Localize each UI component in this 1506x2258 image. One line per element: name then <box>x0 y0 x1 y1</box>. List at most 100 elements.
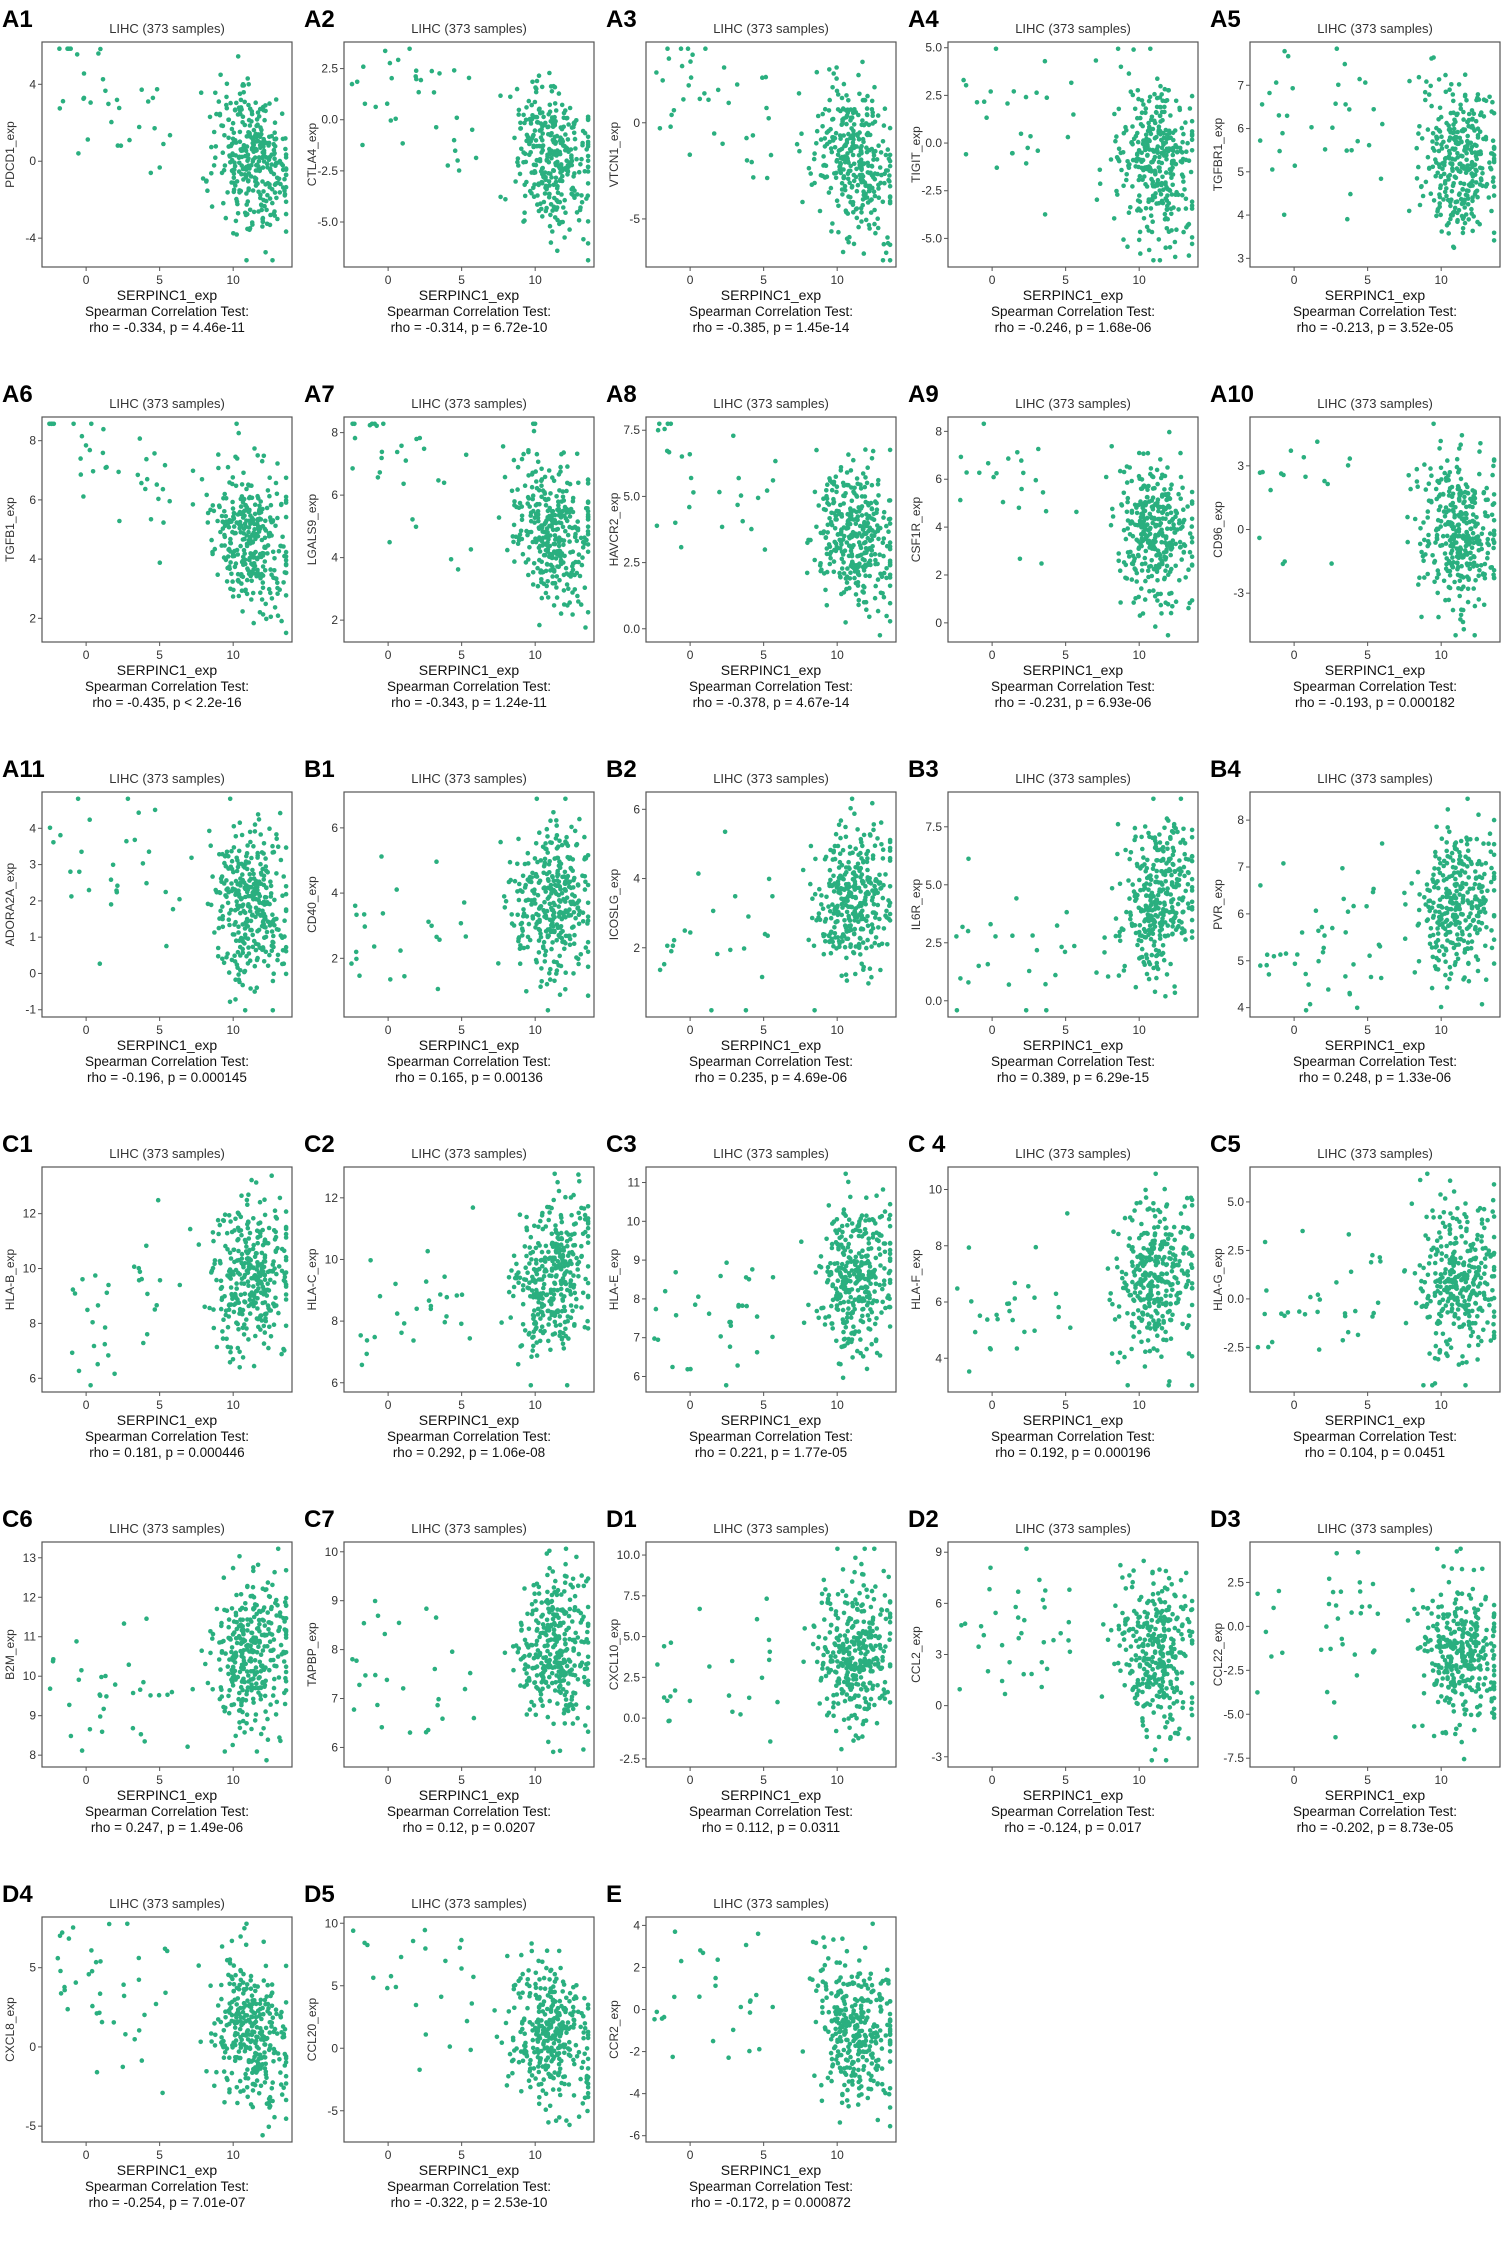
scatter-point <box>1124 509 1130 515</box>
scatter-point <box>984 115 989 120</box>
scatter-point <box>1186 567 1191 572</box>
scatter-point <box>865 200 871 205</box>
scatter-point <box>1276 113 1282 118</box>
panel-label: B1 <box>304 756 335 783</box>
scatter-point <box>881 926 887 931</box>
scatter-point <box>220 916 225 922</box>
scatter-point <box>534 485 540 491</box>
scatter-point <box>560 494 566 500</box>
scatter-point <box>875 482 881 487</box>
scatter-point <box>532 128 538 133</box>
scatter-point <box>850 152 856 158</box>
scatter-point <box>1267 90 1272 96</box>
scatter-point <box>857 553 862 558</box>
stat-result: rho = -0.193, p = 0.000182 <box>1295 695 1455 710</box>
x-axis-label: SERPINC1_exp <box>117 1037 218 1053</box>
scatter-point <box>279 501 284 507</box>
scatter-point <box>71 421 76 427</box>
scatter-point <box>822 919 828 924</box>
scatter-point <box>546 878 551 884</box>
scatter-point <box>232 953 237 958</box>
scatter-point <box>1315 439 1320 445</box>
scatter-point <box>542 899 547 905</box>
scatter-point <box>1134 510 1140 516</box>
scatter-point <box>856 562 861 568</box>
scatter-point <box>281 874 287 879</box>
scatter-point <box>57 106 63 111</box>
x-tick-label: 5 <box>458 648 465 662</box>
scatter-point <box>583 856 589 861</box>
scatter-point <box>1163 536 1169 541</box>
scatter-point <box>585 258 591 263</box>
scatter-point <box>1140 123 1145 129</box>
scatter-point <box>263 864 269 869</box>
scatter-point <box>236 430 241 436</box>
scatter-point <box>1141 451 1146 457</box>
scatter-point <box>847 234 852 240</box>
scatter-point <box>808 171 813 176</box>
scatter-point <box>1139 477 1145 482</box>
scatter-point <box>245 158 250 163</box>
scatter-point <box>827 544 833 549</box>
scatter-point <box>548 491 553 496</box>
scatter-point <box>853 971 858 977</box>
scatter-point <box>1162 540 1168 545</box>
scatter-point <box>546 468 552 473</box>
stat-header: Spearman Correlation Test: <box>387 679 551 694</box>
scatter-point <box>824 493 829 499</box>
scatter-point <box>525 494 531 500</box>
scatter-point <box>981 421 987 427</box>
scatter-point <box>686 83 691 88</box>
scatter-point <box>1127 532 1133 537</box>
scatter-point <box>230 529 235 535</box>
scatter-point <box>580 910 586 915</box>
scatter-point <box>1155 481 1160 487</box>
scatter-point <box>1166 88 1171 93</box>
scatter-point <box>584 147 589 152</box>
scatter-point <box>267 154 273 160</box>
scatter-point <box>687 452 693 457</box>
panel-b1: B1 LIHC (373 samples)0 5 10246CD40_expSERPI… <box>304 756 595 1085</box>
scatter-point <box>527 141 532 147</box>
scatter-point <box>838 170 844 176</box>
scatter-point <box>1158 119 1163 124</box>
scatter-point <box>678 544 684 550</box>
y-tick-label: 5.0 <box>623 489 640 503</box>
scatter-point <box>1454 134 1459 140</box>
scatter-point <box>248 839 253 845</box>
scatter-point <box>857 523 863 529</box>
scatter-point <box>553 175 559 181</box>
scatter-point <box>572 828 578 834</box>
scatter-point <box>559 178 565 184</box>
scatter-point <box>270 200 275 206</box>
scatter-point <box>1443 89 1449 95</box>
scatter-point <box>1478 112 1483 118</box>
scatter-point <box>1450 555 1455 560</box>
scatter-point <box>559 169 564 174</box>
scatter-point <box>160 486 166 492</box>
scatter-point <box>109 119 114 125</box>
scatter-point <box>1456 526 1462 532</box>
scatter-point <box>1167 188 1173 193</box>
scatter-point <box>252 989 257 994</box>
scatter-point <box>253 549 258 555</box>
scatter-point <box>1451 110 1456 115</box>
scatter-point <box>541 945 546 951</box>
scatter-point <box>1439 229 1444 234</box>
scatter-point <box>232 932 237 937</box>
scatter-point <box>275 952 281 958</box>
scatter-point <box>239 482 245 487</box>
scatter-point <box>526 921 532 927</box>
scatter-point <box>827 97 832 103</box>
scatter-point <box>544 826 550 832</box>
scatter-point <box>1159 150 1164 156</box>
scatter-point <box>1172 530 1178 535</box>
scatter-point <box>843 108 849 113</box>
scatter-point <box>1147 511 1153 517</box>
scatter-point <box>262 924 267 930</box>
scatter-point <box>354 956 359 962</box>
scatter-point <box>211 129 217 135</box>
scatter-point <box>116 105 122 111</box>
scatter-point <box>264 140 269 146</box>
scatter-point <box>410 517 415 522</box>
